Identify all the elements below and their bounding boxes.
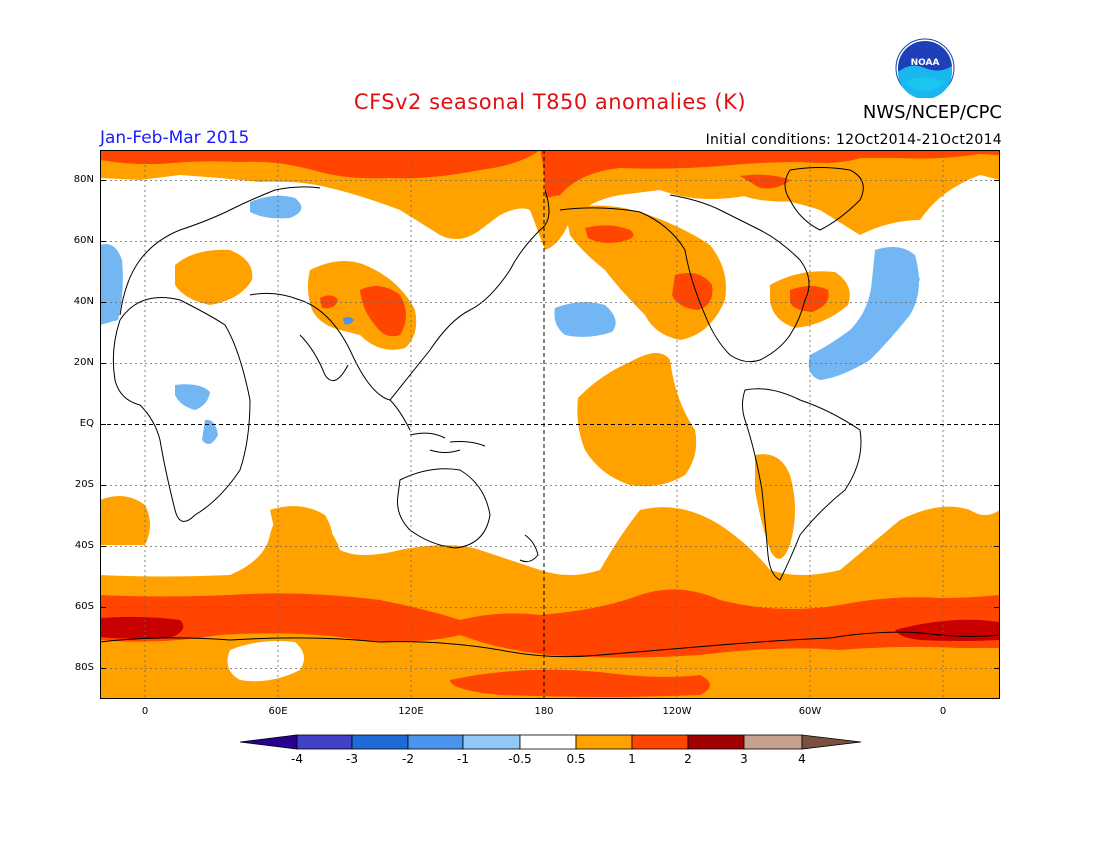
anomaly-region-south-atlantic xyxy=(100,496,150,545)
lon-label: 60E xyxy=(268,706,288,717)
lat-label: 60S xyxy=(74,601,94,612)
lon-label: 60W xyxy=(798,706,822,717)
cold-region-atlantic xyxy=(808,246,919,380)
noaa-logo: NOAA xyxy=(895,38,955,98)
season-label: Jan-Feb-Mar 2015 xyxy=(100,128,250,148)
anomaly-region-south-indian xyxy=(270,506,333,555)
agency-label: NWS/NCEP/CPC xyxy=(862,102,1002,123)
lon-label: 180 xyxy=(534,706,554,717)
lon-label: 0 xyxy=(939,706,947,717)
colorbar xyxy=(240,734,862,750)
anomaly-region-south-america xyxy=(755,454,795,559)
colorbar-label: 0.5 xyxy=(566,752,586,766)
anomaly-region-antarctic-strong xyxy=(895,619,1000,641)
cold-region-east-atlantic xyxy=(100,244,123,325)
anomaly-region-greenland-strong xyxy=(740,174,790,189)
chart-title: CFSv2 seasonal T850 anomalies (K) xyxy=(353,90,747,114)
colorbar-label: 3 xyxy=(740,752,748,766)
colorbar-label: 1 xyxy=(628,752,636,766)
anomaly-region-antarctic-strong xyxy=(450,669,710,697)
anomaly-region-tropical-pacific xyxy=(577,352,697,487)
initial-conditions-label: Initial conditions: 12Oct2014-21Oct2014 xyxy=(705,132,1002,148)
colorbar-segment xyxy=(575,734,633,750)
colorbar-label: -1 xyxy=(457,752,469,766)
lat-label: 80S xyxy=(74,662,94,673)
lat-label: 20S xyxy=(74,479,94,490)
lon-label: 120E xyxy=(398,706,424,717)
anomaly-map xyxy=(100,150,1000,699)
no-anomaly-region-antarctic xyxy=(227,641,304,682)
lat-label: 40S xyxy=(74,540,94,551)
anomaly-region-antarctic-strong xyxy=(100,616,184,639)
cold-region-north-atlantic xyxy=(900,267,920,287)
map-ticks xyxy=(100,180,1000,669)
colorbar-segment xyxy=(743,734,803,750)
cold-region-scandinavia xyxy=(250,195,302,219)
colorbar-label: -3 xyxy=(346,752,358,766)
map-gridlines xyxy=(100,150,1000,699)
cold-region-north-pacific xyxy=(554,302,616,337)
colorbar-segment xyxy=(631,734,689,750)
colorbar-label: 4 xyxy=(798,752,806,766)
colorbar-label: -0.5 xyxy=(508,752,532,766)
lon-label: 120W xyxy=(662,706,692,717)
anomaly-region-arctic-strong xyxy=(540,150,1000,198)
lat-label: 80N xyxy=(73,174,94,185)
lat-label: 40N xyxy=(73,296,94,307)
logo-text: NOAA xyxy=(911,58,940,68)
colorbar-label: 2 xyxy=(684,752,692,766)
anomaly-region-alaska-strong xyxy=(585,225,634,243)
lon-label: 0 xyxy=(141,706,149,717)
colorbar-segment xyxy=(519,734,577,750)
colorbar-segment xyxy=(687,734,745,750)
colorbar-segment xyxy=(407,734,464,750)
anomaly-region-west-us-strong xyxy=(672,272,713,310)
colorbar-label: -2 xyxy=(402,752,414,766)
anomaly-region-europe xyxy=(175,249,253,305)
anomaly-region-arctic-strong xyxy=(100,150,540,179)
colorbar-label: -4 xyxy=(291,752,303,766)
lat-label: EQ xyxy=(79,418,94,429)
anomaly-region-central-asia-strong xyxy=(360,286,406,337)
cold-region-central-africa xyxy=(202,419,218,444)
colorbar-segment xyxy=(462,734,521,750)
anomaly-region-small xyxy=(320,295,338,309)
colorbar-segment xyxy=(240,734,298,750)
anomaly-region-east-us-strong xyxy=(790,286,829,312)
colorbar-segment xyxy=(296,734,353,750)
colorbar-segment xyxy=(351,734,409,750)
coastlines xyxy=(100,167,1000,658)
cold-region-small xyxy=(343,316,354,325)
anomaly-region-antarctic xyxy=(100,633,1000,699)
cold-region-east-africa xyxy=(175,384,210,410)
lat-label: 60N xyxy=(73,235,94,246)
colorbar-segment xyxy=(801,734,862,750)
lat-label: 20N xyxy=(73,357,94,368)
